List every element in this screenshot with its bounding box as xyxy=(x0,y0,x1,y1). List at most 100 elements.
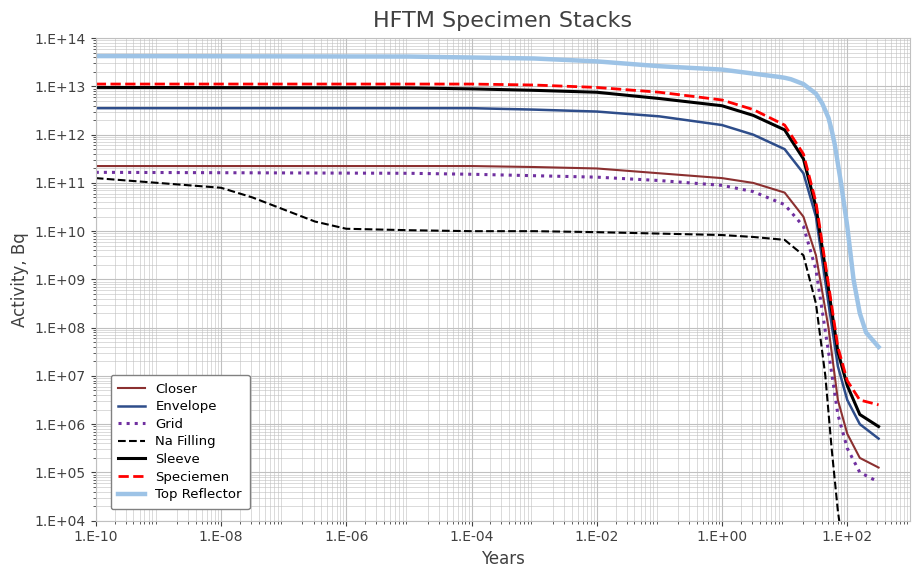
Sleeve xyxy=(823,285,834,292)
Sleeve xyxy=(855,411,866,418)
Top Reflector xyxy=(855,310,866,317)
Line: Na Filling: Na Filling xyxy=(96,178,860,579)
Speciemen xyxy=(873,401,884,408)
Na Filling xyxy=(826,445,837,452)
Closer xyxy=(748,179,759,186)
Closer xyxy=(591,165,602,172)
Top Reflector xyxy=(810,90,822,97)
Na Filling xyxy=(717,232,728,239)
Envelope xyxy=(717,122,728,129)
Speciemen xyxy=(654,89,665,96)
Envelope xyxy=(842,397,853,404)
Grid xyxy=(591,174,602,181)
Sleeve xyxy=(529,87,540,94)
Speciemen xyxy=(748,106,759,113)
Top Reflector xyxy=(403,53,414,60)
Na Filling xyxy=(833,507,844,514)
Closer xyxy=(842,430,853,437)
Grid xyxy=(810,266,822,273)
Sleeve xyxy=(748,112,759,119)
Grid xyxy=(466,171,477,178)
Speciemen xyxy=(403,80,414,87)
Closer xyxy=(717,175,728,182)
Speciemen xyxy=(798,151,809,157)
Top Reflector xyxy=(829,141,840,148)
Envelope xyxy=(779,146,790,153)
Speciemen xyxy=(855,397,866,404)
Top Reflector xyxy=(833,160,844,167)
Envelope xyxy=(90,105,101,112)
Top Reflector xyxy=(654,63,665,69)
Sleeve xyxy=(403,85,414,91)
Sleeve xyxy=(873,423,884,430)
Sleeve xyxy=(591,89,602,96)
Closer xyxy=(529,163,540,170)
Envelope xyxy=(466,105,477,112)
Top Reflector xyxy=(826,126,837,133)
Top Reflector xyxy=(835,179,846,186)
Grid xyxy=(855,469,866,476)
Grid xyxy=(842,445,853,452)
Sleeve xyxy=(798,155,809,162)
Speciemen xyxy=(90,80,101,87)
Envelope xyxy=(855,421,866,428)
Top Reflector xyxy=(860,329,871,336)
Speciemen xyxy=(529,82,540,89)
Top Reflector xyxy=(823,114,834,121)
Closer xyxy=(798,213,809,220)
Closer xyxy=(90,163,101,170)
Closer xyxy=(873,464,884,471)
Grid xyxy=(779,201,790,208)
Na Filling xyxy=(216,184,227,191)
Na Filling xyxy=(820,372,831,379)
Envelope xyxy=(798,170,809,177)
Speciemen xyxy=(833,343,844,350)
Sleeve xyxy=(717,102,728,109)
Na Filling xyxy=(529,228,540,234)
Envelope xyxy=(403,105,414,112)
Grid xyxy=(798,223,809,230)
Top Reflector xyxy=(735,68,746,75)
Top Reflector xyxy=(773,74,784,80)
Top Reflector xyxy=(90,53,101,60)
Na Filling xyxy=(654,230,665,237)
Top Reflector xyxy=(786,76,797,83)
Sleeve xyxy=(779,126,790,133)
Na Filling xyxy=(748,233,759,240)
Na Filling xyxy=(466,228,477,234)
Grid xyxy=(873,479,884,486)
Envelope xyxy=(654,113,665,120)
Top Reflector xyxy=(798,80,809,87)
Grid xyxy=(717,182,728,189)
Na Filling xyxy=(278,206,289,213)
Grid xyxy=(403,170,414,177)
Line: Sleeve: Sleeve xyxy=(96,87,879,427)
Speciemen xyxy=(810,199,822,206)
Closer xyxy=(823,324,834,331)
Line: Envelope: Envelope xyxy=(96,108,879,439)
Legend: Closer, Envelope, Grid, Na Filling, Sleeve, Speciemen, Top Reflector: Closer, Envelope, Grid, Na Filling, Slee… xyxy=(111,375,250,509)
Closer xyxy=(403,163,414,170)
Top Reflector xyxy=(779,74,790,81)
Top Reflector xyxy=(466,54,477,61)
Closer xyxy=(833,397,844,404)
Envelope xyxy=(591,108,602,115)
Closer xyxy=(855,455,866,461)
Grid xyxy=(833,411,844,418)
Envelope xyxy=(873,435,884,442)
Speciemen xyxy=(717,97,728,104)
Envelope xyxy=(833,363,844,370)
Closer xyxy=(466,163,477,170)
Na Filling xyxy=(341,225,352,232)
Na Filling xyxy=(798,252,809,259)
Grid xyxy=(748,188,759,195)
Line: Speciemen: Speciemen xyxy=(96,84,879,405)
Grid xyxy=(823,349,834,356)
Grid xyxy=(90,169,101,176)
Sleeve xyxy=(466,85,477,92)
Envelope xyxy=(529,106,540,113)
Speciemen xyxy=(842,378,853,384)
Envelope xyxy=(748,131,759,138)
Sleeve xyxy=(654,95,665,102)
Sleeve xyxy=(90,84,101,91)
